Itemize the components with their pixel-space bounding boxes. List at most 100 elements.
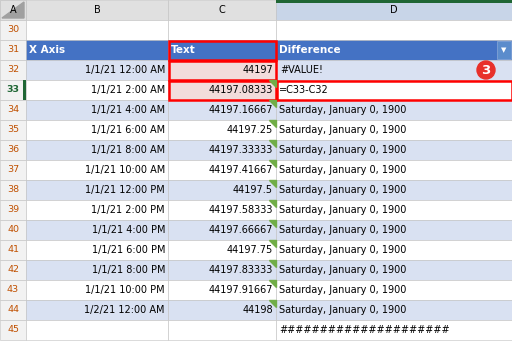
Text: 40: 40: [7, 226, 19, 235]
Text: 44197.83333: 44197.83333: [208, 265, 273, 275]
Bar: [0, 280, 26, 300]
Text: Saturday, January 0, 1900: Saturday, January 0, 1900: [279, 145, 407, 155]
Text: 44198: 44198: [242, 305, 273, 315]
Bar: [26, 300, 168, 320]
Text: 30: 30: [7, 26, 19, 35]
Text: 1/1/21 2:00 AM: 1/1/21 2:00 AM: [91, 85, 165, 95]
Bar: [0, 320, 26, 340]
Text: 45: 45: [7, 326, 19, 335]
Bar: [276, 140, 512, 160]
Bar: [26, 260, 168, 280]
Bar: [276, 0, 512, 3]
Bar: [0, 240, 26, 260]
Circle shape: [477, 61, 495, 79]
Bar: [26, 280, 168, 300]
Bar: [168, 80, 276, 100]
Text: 1/1/21 8:00 AM: 1/1/21 8:00 AM: [91, 145, 165, 155]
Bar: [276, 240, 512, 260]
Text: 1/1/21 4:00 AM: 1/1/21 4:00 AM: [91, 105, 165, 115]
Text: 38: 38: [7, 185, 19, 194]
Text: D: D: [390, 5, 398, 15]
Bar: [276, 200, 512, 220]
Bar: [0, 220, 26, 240]
Bar: [0, 180, 26, 200]
Text: 44197.75: 44197.75: [227, 245, 273, 255]
Bar: [276, 220, 512, 240]
Text: Saturday, January 0, 1900: Saturday, January 0, 1900: [279, 205, 407, 215]
Bar: [276, 0, 512, 20]
Text: 3: 3: [481, 64, 490, 76]
Bar: [26, 140, 168, 160]
Text: 37: 37: [7, 165, 19, 174]
Bar: [168, 260, 276, 280]
Text: ▼: ▼: [501, 47, 507, 53]
Bar: [168, 160, 276, 180]
Text: 33: 33: [7, 85, 19, 94]
Bar: [276, 60, 512, 80]
Bar: [168, 0, 276, 20]
Text: 1/1/21 10:00 PM: 1/1/21 10:00 PM: [86, 285, 165, 295]
Text: 44197.66667: 44197.66667: [208, 225, 273, 235]
Bar: [168, 81, 275, 100]
Text: 1/1/21 8:00 PM: 1/1/21 8:00 PM: [92, 265, 165, 275]
Polygon shape: [269, 200, 276, 207]
Bar: [276, 120, 512, 140]
Text: 44197: 44197: [242, 65, 273, 75]
Text: Saturday, January 0, 1900: Saturday, January 0, 1900: [279, 305, 407, 315]
Text: 44197.08333: 44197.08333: [208, 85, 273, 95]
Text: 44197.41667: 44197.41667: [208, 165, 273, 175]
Text: 1/1/21 10:00 AM: 1/1/21 10:00 AM: [85, 165, 165, 175]
Text: Saturday, January 0, 1900: Saturday, January 0, 1900: [279, 105, 407, 115]
Bar: [276, 81, 511, 100]
Bar: [26, 40, 168, 60]
Bar: [168, 140, 276, 160]
Text: 1/1/21 12:00 PM: 1/1/21 12:00 PM: [86, 185, 165, 195]
Bar: [0, 100, 26, 120]
Bar: [23, 80, 26, 100]
Bar: [168, 320, 276, 340]
Text: C: C: [219, 5, 225, 15]
Polygon shape: [269, 240, 276, 247]
Bar: [0, 0, 26, 20]
Bar: [168, 40, 275, 60]
Text: Text: Text: [171, 45, 196, 55]
Bar: [26, 60, 168, 80]
Bar: [168, 40, 276, 60]
Bar: [276, 280, 512, 300]
Bar: [0, 160, 26, 180]
Polygon shape: [269, 220, 276, 227]
Text: #####################: #####################: [279, 325, 450, 335]
Text: 36: 36: [7, 146, 19, 155]
Bar: [276, 300, 512, 320]
Bar: [0, 40, 26, 60]
Bar: [0, 300, 26, 320]
Bar: [497, 41, 511, 59]
Polygon shape: [269, 120, 276, 127]
Text: Saturday, January 0, 1900: Saturday, January 0, 1900: [279, 285, 407, 295]
Bar: [168, 180, 276, 200]
Text: 44197.33333: 44197.33333: [208, 145, 273, 155]
Text: 32: 32: [7, 65, 19, 74]
Bar: [168, 60, 276, 80]
Text: X Axis: X Axis: [29, 45, 65, 55]
Polygon shape: [269, 180, 276, 187]
Bar: [26, 220, 168, 240]
Text: 1/1/21 4:00 PM: 1/1/21 4:00 PM: [92, 225, 165, 235]
Bar: [276, 320, 512, 340]
Text: 44197.16667: 44197.16667: [208, 105, 273, 115]
Text: 1/1/21 2:00 PM: 1/1/21 2:00 PM: [91, 205, 165, 215]
Polygon shape: [269, 80, 276, 87]
Bar: [0, 20, 26, 40]
Bar: [276, 160, 512, 180]
Bar: [168, 220, 276, 240]
Bar: [0, 60, 26, 80]
Polygon shape: [269, 140, 276, 147]
Bar: [168, 20, 276, 40]
Bar: [26, 200, 168, 220]
Bar: [0, 140, 26, 160]
Text: 44197.5: 44197.5: [233, 185, 273, 195]
Text: 39: 39: [7, 206, 19, 215]
Bar: [168, 280, 276, 300]
Text: Saturday, January 0, 1900: Saturday, January 0, 1900: [279, 185, 407, 195]
Bar: [276, 180, 512, 200]
